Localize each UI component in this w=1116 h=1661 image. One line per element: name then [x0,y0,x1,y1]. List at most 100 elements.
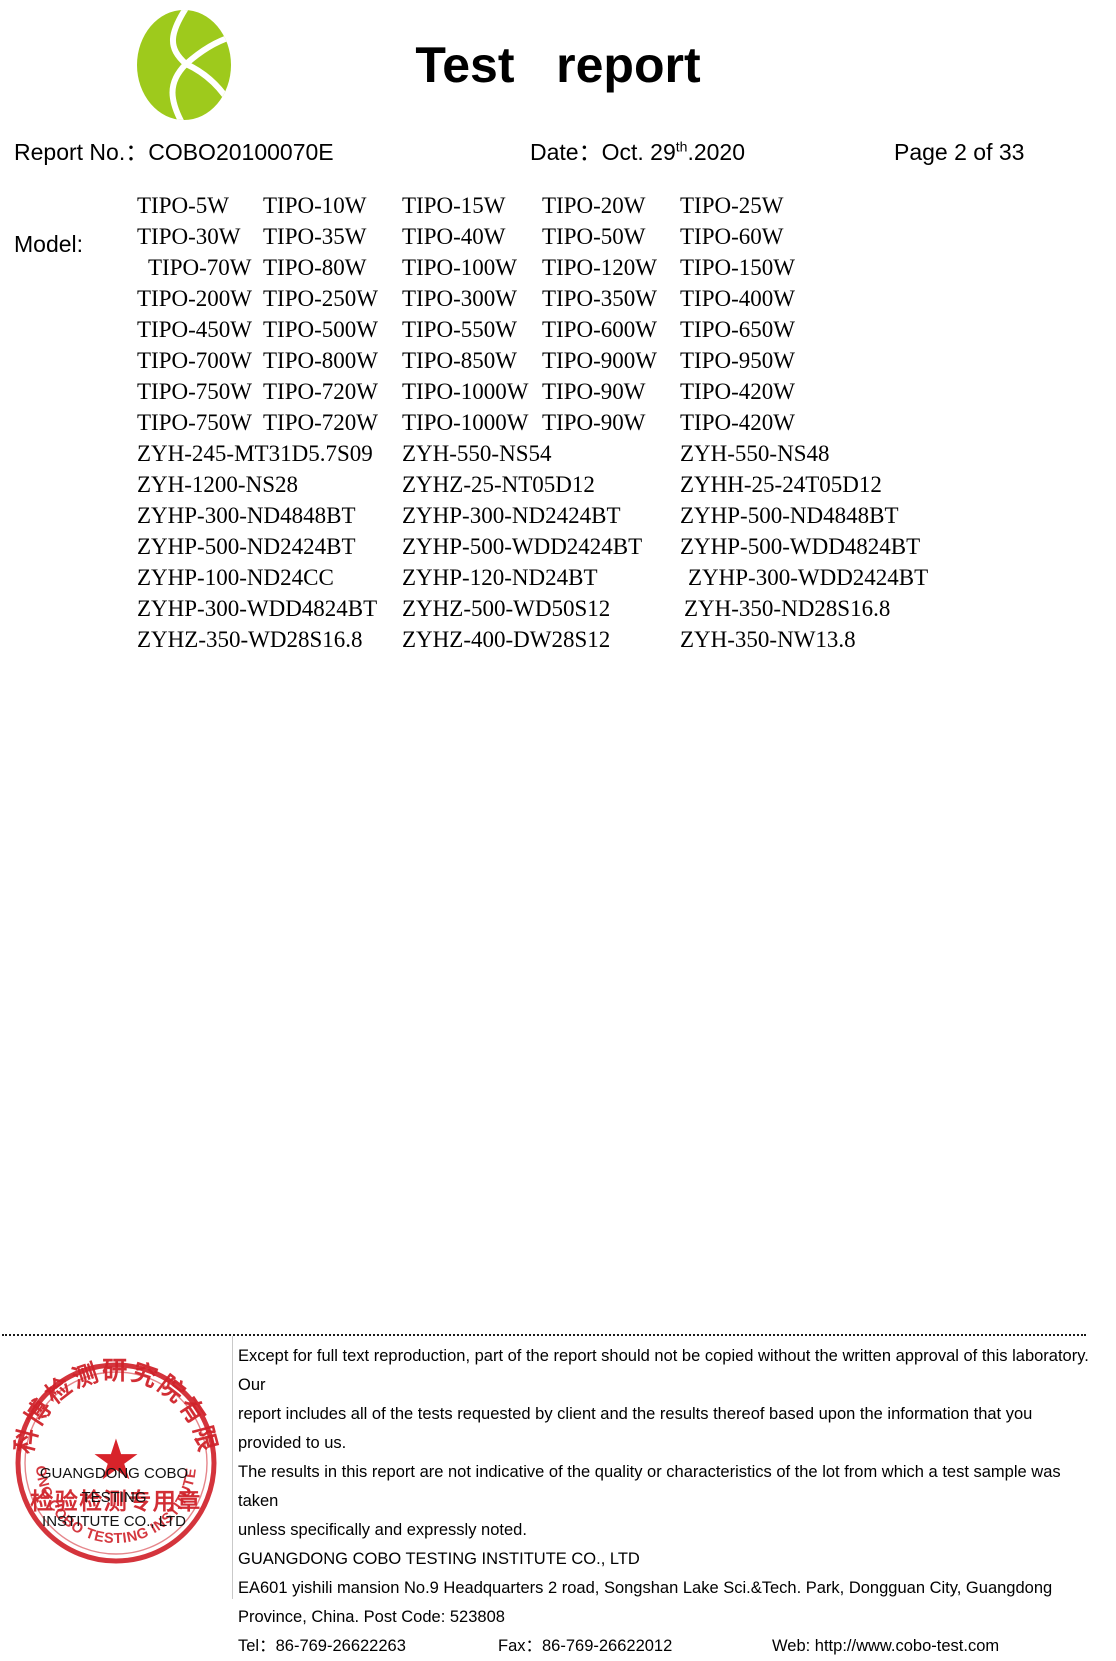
model-cell: TIPO-350W [542,286,657,311]
model-cell: ZYH-550-NS48 [680,441,830,466]
footer-disclaimer-line: The results in this report are not indic… [238,1463,1061,1510]
footer-vertical-rule [232,1336,233,1599]
model-row: TIPO-700W TIPO-800W TIPO-850W TIPO-900W … [0,345,1116,376]
model-cell: TIPO-850W [402,348,517,373]
model-cell: TIPO-35W [263,224,367,249]
model-cell: ZYH-245-MT31D5.7S09 [137,441,373,466]
model-row: ZYHZ-350-WD28S16.8 ZYHZ-400-DW28S12 ZYH-… [0,624,1116,655]
model-cell: TIPO-720W [263,379,378,404]
model-cell: TIPO-10W [263,193,367,218]
model-cell: ZYHZ-350-WD28S16.8 [137,627,363,652]
model-cell: ZYHP-100-ND24CC [137,565,334,590]
model-cell: TIPO-950W [680,348,795,373]
model-cell: ZYHP-500-ND2424BT [137,534,356,559]
model-cell: TIPO-750W [137,379,252,404]
model-cell: ZYHP-500-WDD2424BT [402,534,643,559]
model-row: ZYH-245-MT31D5.7S09 ZYH-550-NS54 ZYH-550… [0,438,1116,469]
model-cell: TIPO-650W [680,317,795,342]
model-cell: TIPO-420W [680,379,795,404]
model-cell: TIPO-800W [263,348,378,373]
page-header: Test report [0,0,1116,130]
model-cell: TIPO-750W [137,410,252,435]
model-cell: TIPO-90W [542,410,646,435]
model-cell: ZYH-350-ND28S16.8 [684,596,891,621]
footer-contact-row: Tel：86-769-26622263 Fax：86-769-26622012 We… [238,1632,1090,1661]
model-row: TIPO-750W TIPO-720W TIPO-1000W TIPO-90W … [0,376,1116,407]
footer-disclaimer-line: unless specifically and expressly noted. [238,1521,527,1539]
model-row: ZYH-1200-NS28 ZYHZ-25-NT05D12 ZYHH-25-24… [0,469,1116,500]
seal-center-text: 检验检测专用章 [30,1488,202,1515]
model-cell: ZYHP-300-WDD4824BT [137,596,378,621]
model-cell: TIPO-15W [402,193,506,218]
model-cell: TIPO-5W [137,193,229,218]
model-cell: TIPO-50W [542,224,646,249]
model-cell: TIPO-400W [680,286,795,311]
report-date-label: Date： [530,139,602,165]
footer-address-line-2: Province, China. Post Code: 523808 [238,1608,505,1626]
model-row: TIPO-5W TIPO-10W TIPO-15W TIPO-20W TIPO-… [0,190,1116,221]
report-date-year: .2020 [687,139,745,165]
model-cell: ZYH-550-NS54 [402,441,552,466]
model-cell: TIPO-120W [542,255,657,280]
model-row: TIPO-450W TIPO-500W TIPO-550W TIPO-600W … [0,314,1116,345]
footer-disclaimer-line: report includes all of the tests request… [238,1405,1033,1452]
model-cell: TIPO-40W [402,224,506,249]
footer-company-name: GUANGDONG COBO TESTING INSTITUTE CO., LT… [238,1550,640,1568]
model-cell: ZYHZ-400-DW28S12 [402,627,611,652]
model-cell: TIPO-200W [137,286,252,311]
seal-overlay-company-text: GUANGDONG COBO TESTING INSTITUTE CO., LT… [39,1465,189,1530]
report-date-value: Oct. 29 [601,139,676,165]
model-cell: ZYHP-300-WDD2424BT [688,565,929,590]
model-row: TIPO-200W TIPO-250W TIPO-300W TIPO-350W … [0,283,1116,314]
footer-address-line-1: EA601 yishili mansion No.9 Headquarters … [238,1579,1053,1597]
model-cell: ZYHH-25-24T05D12 [680,472,882,497]
model-cell: TIPO-600W [542,317,657,342]
model-cell: TIPO-550W [402,317,517,342]
model-cell: TIPO-720W [263,410,378,435]
model-cell: TIPO-90W [542,379,646,404]
footer-fax: Fax：86-769-26622012 [498,1637,673,1655]
model-cell: ZYHP-300-ND4848BT [137,503,356,528]
model-cell: TIPO-150W [680,255,795,280]
footer-telephone: Tel：86-769-26622263 [238,1637,406,1655]
model-cell: ZYHP-120-ND24BT [402,565,598,590]
model-cell: ZYHP-500-ND4848BT [680,503,899,528]
model-row: TIPO-70W TIPO-80W TIPO-100W TIPO-120W TI… [0,252,1116,283]
model-cell: TIPO-500W [263,317,378,342]
model-cell: TIPO-30W [137,224,241,249]
model-row: TIPO-30W TIPO-35W TIPO-40W TIPO-50W TIPO… [0,221,1116,252]
model-cell: TIPO-700W [137,348,252,373]
model-row: ZYHP-300-ND4848BT ZYHP-300-ND2424BT ZYHP… [0,500,1116,531]
report-number-value: COBO20100070E [148,139,334,165]
model-cell: ZYHP-500-WDD4824BT [680,534,921,559]
model-cell: TIPO-1000W [402,410,529,435]
report-date-ordinal: th [675,138,688,155]
model-cell: ZYH-1200-NS28 [137,472,298,497]
model-row: TIPO-750W TIPO-720W TIPO-1000W TIPO-90W … [0,407,1116,438]
model-cell: TIPO-25W [680,193,784,218]
model-cell: TIPO-1000W [402,379,529,404]
model-label: Model: [14,231,84,257]
model-cell: TIPO-300W [402,286,517,311]
model-row: ZYHP-100-ND24CC ZYHP-120-ND24BT ZYHP-300… [0,562,1116,593]
seal-star-icon: ★ [91,1428,141,1491]
model-cell: ZYH-350-NW13.8 [680,627,856,652]
model-cell: TIPO-80W [263,255,367,280]
report-meta-row: Report No.：COBO20100070E Date：Oct. 29th.… [0,134,1116,172]
model-row: ZYHP-500-ND2424BT ZYHP-500-WDD2424BT ZYH… [0,531,1116,562]
model-cell: TIPO-900W [542,348,657,373]
company-logo-icon [128,8,240,122]
model-cell: ZYHP-300-ND2424BT [402,503,621,528]
model-cell: TIPO-420W [680,410,795,435]
model-row: ZYHP-300-WDD4824BT ZYHZ-500-WD50S12 ZYH-… [0,593,1116,624]
report-date: Date：Oct. 29th.2020 [530,134,745,170]
model-list: TIPO-5W TIPO-10W TIPO-15W TIPO-20W TIPO-… [0,190,1116,655]
footer-disclaimer-line: Except for full text reproduction, part … [238,1347,1089,1394]
footer-content: Except for full text reproduction, part … [238,1342,1090,1661]
model-cell: TIPO-70W [148,255,252,280]
page-title: Test report [415,37,701,93]
model-cell: TIPO-450W [137,317,252,342]
model-cell: TIPO-100W [402,255,517,280]
page-number: Page 2 of 33 [894,139,1025,165]
footer-website[interactable]: Web: http://www.cobo-test.com [772,1637,1000,1655]
